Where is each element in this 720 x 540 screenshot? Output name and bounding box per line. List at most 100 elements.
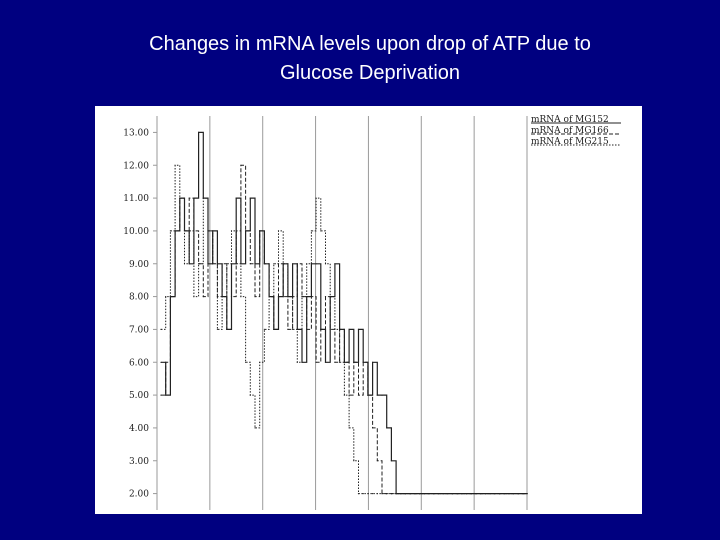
series-2-point — [367, 394, 369, 396]
series-line-1 — [161, 131, 528, 495]
series-2-point — [362, 361, 364, 363]
series-1-point — [254, 263, 256, 265]
series-2-point — [188, 197, 190, 199]
series-2-point — [282, 296, 284, 298]
chart-svg: 13.00 12.00 11.00 10.00 9.00 8.00 7.00 6.00 5.00… — [123, 115, 621, 510]
slide-title-line-1: Changes in mRNA levels upon drop of ATP … — [149, 33, 591, 55]
series-2-point — [372, 427, 374, 429]
series-3-point — [334, 328, 336, 330]
series-3-point — [433, 493, 435, 495]
series-3-point — [353, 460, 355, 462]
series-3-point — [216, 328, 218, 330]
y-tick-label: 9.00 — [129, 260, 149, 270]
series-3-point — [183, 263, 186, 265]
series-3-point — [160, 328, 162, 330]
series-3-point — [400, 493, 402, 495]
series-3-point — [339, 361, 341, 363]
series-1-point — [334, 263, 336, 265]
series-1-point — [386, 427, 388, 429]
series-3-point — [268, 296, 270, 298]
series-3-point — [287, 296, 289, 298]
series-1-point — [357, 328, 360, 330]
series-3-point — [329, 296, 331, 298]
series-layer — [160, 131, 528, 495]
series-2-point — [221, 263, 223, 265]
series-3-point — [508, 493, 510, 495]
series-line-2 — [161, 164, 528, 495]
series-3-point — [315, 197, 317, 199]
series-3-point — [522, 493, 524, 495]
series-3-point — [489, 493, 491, 495]
y-tick-label: 6.00 — [129, 358, 149, 368]
series-2-point — [259, 230, 261, 232]
series-1-point — [390, 460, 392, 462]
chart-panel: 13.00 12.00 11.00 10.00 9.00 8.00 7.00 6.00 5.00… — [95, 106, 642, 514]
legend-label-1: mRNA of MG152 — [531, 115, 609, 125]
series-3-point — [390, 493, 392, 495]
series-1-point — [381, 394, 383, 396]
series-3-point — [292, 328, 294, 330]
series-3-point — [367, 493, 369, 495]
series-3-point — [475, 493, 477, 495]
series-3-point — [202, 197, 204, 199]
legend-label-2: mRNA of MG166 — [531, 126, 609, 136]
series-3-point — [348, 427, 350, 429]
series-2-point — [306, 328, 308, 330]
series-3-point — [296, 361, 298, 363]
series-3-point — [174, 164, 176, 166]
series-2-point — [216, 296, 218, 298]
series-3-point — [503, 493, 505, 495]
series-3-point — [451, 493, 454, 495]
slide-title-line-2: Glucose Deprivation — [279, 62, 461, 84]
series-3-point — [301, 296, 303, 298]
series-1-point — [324, 361, 327, 363]
series-2-point — [202, 296, 204, 298]
series-2-point — [160, 394, 162, 396]
series-2-point — [263, 263, 265, 265]
series-1-point — [198, 131, 200, 133]
series-3-point — [437, 493, 439, 495]
series-3-point — [419, 493, 421, 495]
series-1-point — [165, 394, 167, 396]
series-3-point — [362, 493, 364, 495]
series-3-point — [381, 493, 383, 495]
series-3-point — [245, 361, 247, 363]
series-2-point — [226, 328, 228, 330]
series-2-point — [315, 361, 317, 363]
series-3-point — [447, 493, 449, 495]
axis-layer: 13.00 12.00 11.00 10.00 9.00 8.00 7.00 6.00 5.00… — [123, 116, 158, 510]
slide-title: Changes in mRNA levels upon drop of ATP … — [60, 30, 680, 88]
series-3-point — [470, 493, 472, 495]
legend-label-3: mRNA of MG215 — [531, 137, 609, 147]
series-2-point — [245, 230, 247, 232]
series-3-point — [442, 493, 444, 495]
series-3-point — [240, 296, 242, 298]
series-2-point — [334, 361, 336, 363]
y-tick-label: 3.00 — [129, 457, 149, 467]
series-3-point — [404, 493, 407, 495]
series-2-point — [324, 296, 327, 298]
series-3-point — [235, 263, 237, 265]
series-3-point — [456, 493, 458, 495]
series-2-point — [353, 361, 355, 363]
y-tick-label: 4.00 — [129, 424, 149, 434]
series-3-point — [169, 230, 171, 232]
series-2-point — [296, 263, 298, 265]
series-3-point — [466, 493, 468, 495]
series-3-point — [282, 263, 284, 265]
series-3-point — [221, 296, 223, 298]
series-3-point — [324, 263, 327, 265]
series-2-point — [376, 460, 378, 462]
series-3-point — [517, 493, 519, 495]
series-3-point — [428, 493, 430, 495]
series-3-point — [254, 427, 256, 429]
series-3-point — [480, 493, 482, 495]
series-3-point — [263, 328, 265, 330]
series-3-point — [372, 493, 374, 495]
series-3-point — [498, 493, 501, 495]
y-tick-label: 11.00 — [123, 194, 149, 204]
series-2-point — [273, 328, 275, 330]
series-1-point — [235, 197, 237, 199]
y-tick-label: 5.00 — [129, 391, 149, 401]
y-tick-label: 13.00 — [123, 128, 149, 138]
